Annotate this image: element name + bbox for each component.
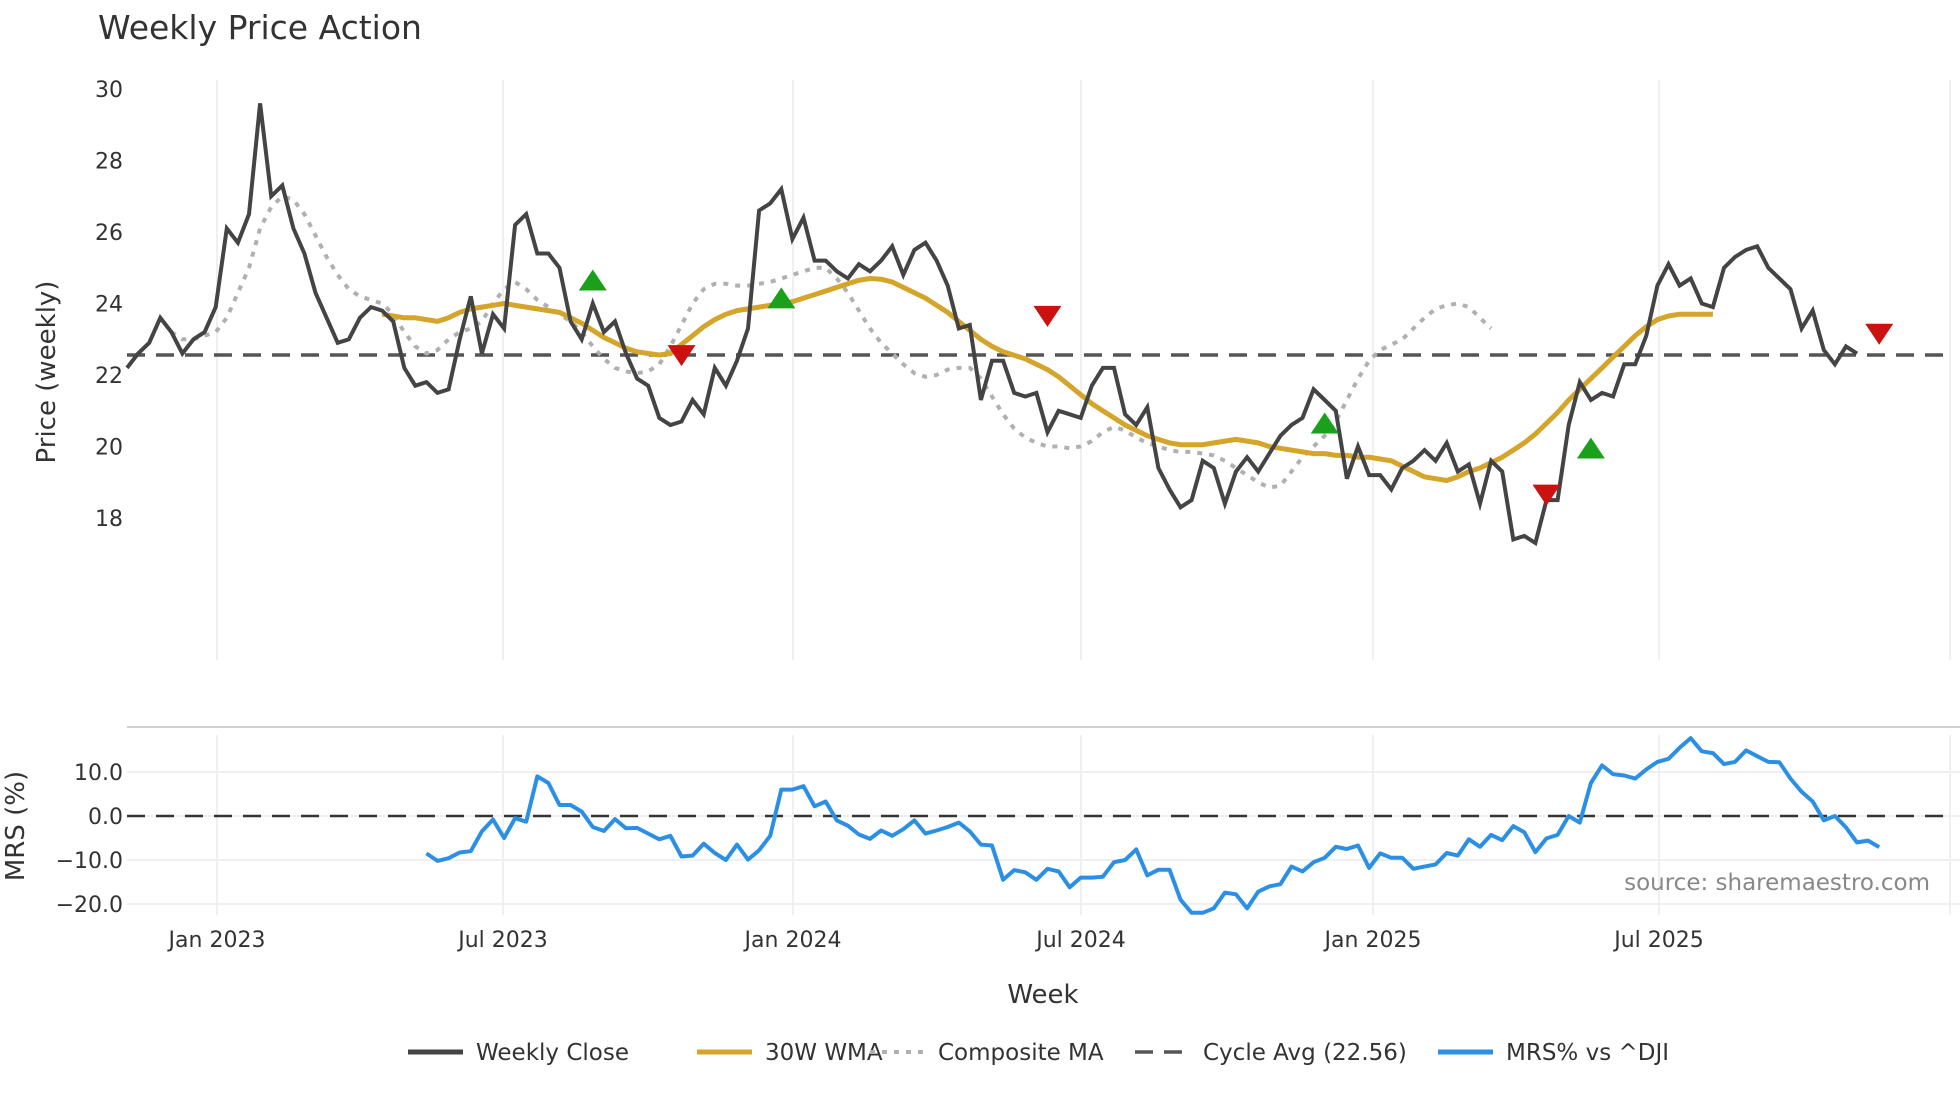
buy-signal-triangle-up-icon [767, 287, 796, 309]
legend-item: 30W WMA [697, 1040, 883, 1066]
x-tick-label: Jul 2023 [456, 928, 548, 953]
weekly-close-line [125, 103, 1859, 547]
mrs-plot: 10.0 0.0 −10.0 −20.0 MRS (%) source: sharem… [1, 735, 1960, 918]
buy-signal-triangle-up-icon [578, 269, 607, 291]
mrs-line [425, 736, 1881, 915]
y-tick-label: 28 [95, 150, 123, 175]
x-tick-label: Jan 2024 [743, 928, 842, 953]
mrs-y-ticks: 10.0 0.0 −10.0 −20.0 [56, 761, 123, 918]
legend-label: 30W WMA [765, 1040, 883, 1066]
composite-ma-line [170, 194, 1493, 490]
legend-item: MRS% vs ^DJI [1438, 1040, 1669, 1066]
x-axis-label: Week [1007, 980, 1078, 1010]
y-tick-label: 26 [95, 221, 123, 246]
legend-item: Weekly Close [408, 1040, 629, 1066]
y-tick-label: −20.0 [56, 893, 123, 918]
sell-signal-triangle-down-icon [1033, 305, 1062, 327]
x-axis-ticks: Jan 2023 Jul 2023 Jan 2024 Jul 2024 Jan 2025… [167, 928, 1704, 953]
legend-label: MRS% vs ^DJI [1506, 1040, 1669, 1066]
legend: Weekly Close 30W WMA Composite MA Cycle Avg… [408, 1040, 1669, 1066]
legend-item: Cycle Avg (22.56) [1135, 1040, 1407, 1066]
legend-label: Composite MA [938, 1040, 1104, 1066]
sell-signal-triangle-down-icon [1865, 323, 1894, 345]
y-tick-label: 24 [95, 293, 123, 318]
x-tick-label: Jan 2023 [167, 928, 266, 953]
signal-markers [578, 269, 1894, 506]
x-tick-label: Jul 2024 [1034, 928, 1126, 953]
source-annotation: source: sharemaestro.com [1624, 870, 1930, 896]
sell-signal-triangle-down-icon [1532, 484, 1561, 506]
y-tick-label: 0.0 [88, 805, 123, 830]
x-tick-label: Jan 2025 [1323, 928, 1422, 953]
x-tick-label: Jul 2025 [1612, 928, 1704, 953]
mrs-y-axis-label: MRS (%) [1, 771, 31, 881]
legend-label: Cycle Avg (22.56) [1203, 1040, 1407, 1066]
price-y-ticks: 30 28 26 24 22 20 18 [95, 78, 123, 532]
y-tick-label: 10.0 [74, 761, 123, 786]
y-tick-label: 18 [95, 507, 123, 532]
legend-item: Composite MA [870, 1040, 1104, 1066]
y-tick-label: −10.0 [56, 849, 123, 874]
y-tick-label: 30 [95, 78, 123, 103]
price-plot: 30 28 26 24 22 20 18 Price (weekly) [32, 78, 1951, 660]
price-gridlines [216, 80, 1951, 660]
y-tick-label: 20 [95, 436, 123, 461]
chart-title: Weekly Price Action [98, 8, 422, 47]
buy-signal-triangle-up-icon [1310, 412, 1339, 434]
legend-label: Weekly Close [476, 1040, 629, 1066]
price-y-axis-label: Price (weekly) [32, 281, 62, 464]
buy-signal-triangle-up-icon [1576, 437, 1605, 459]
y-tick-label: 22 [95, 364, 123, 389]
sell-signal-triangle-down-icon [667, 345, 696, 367]
